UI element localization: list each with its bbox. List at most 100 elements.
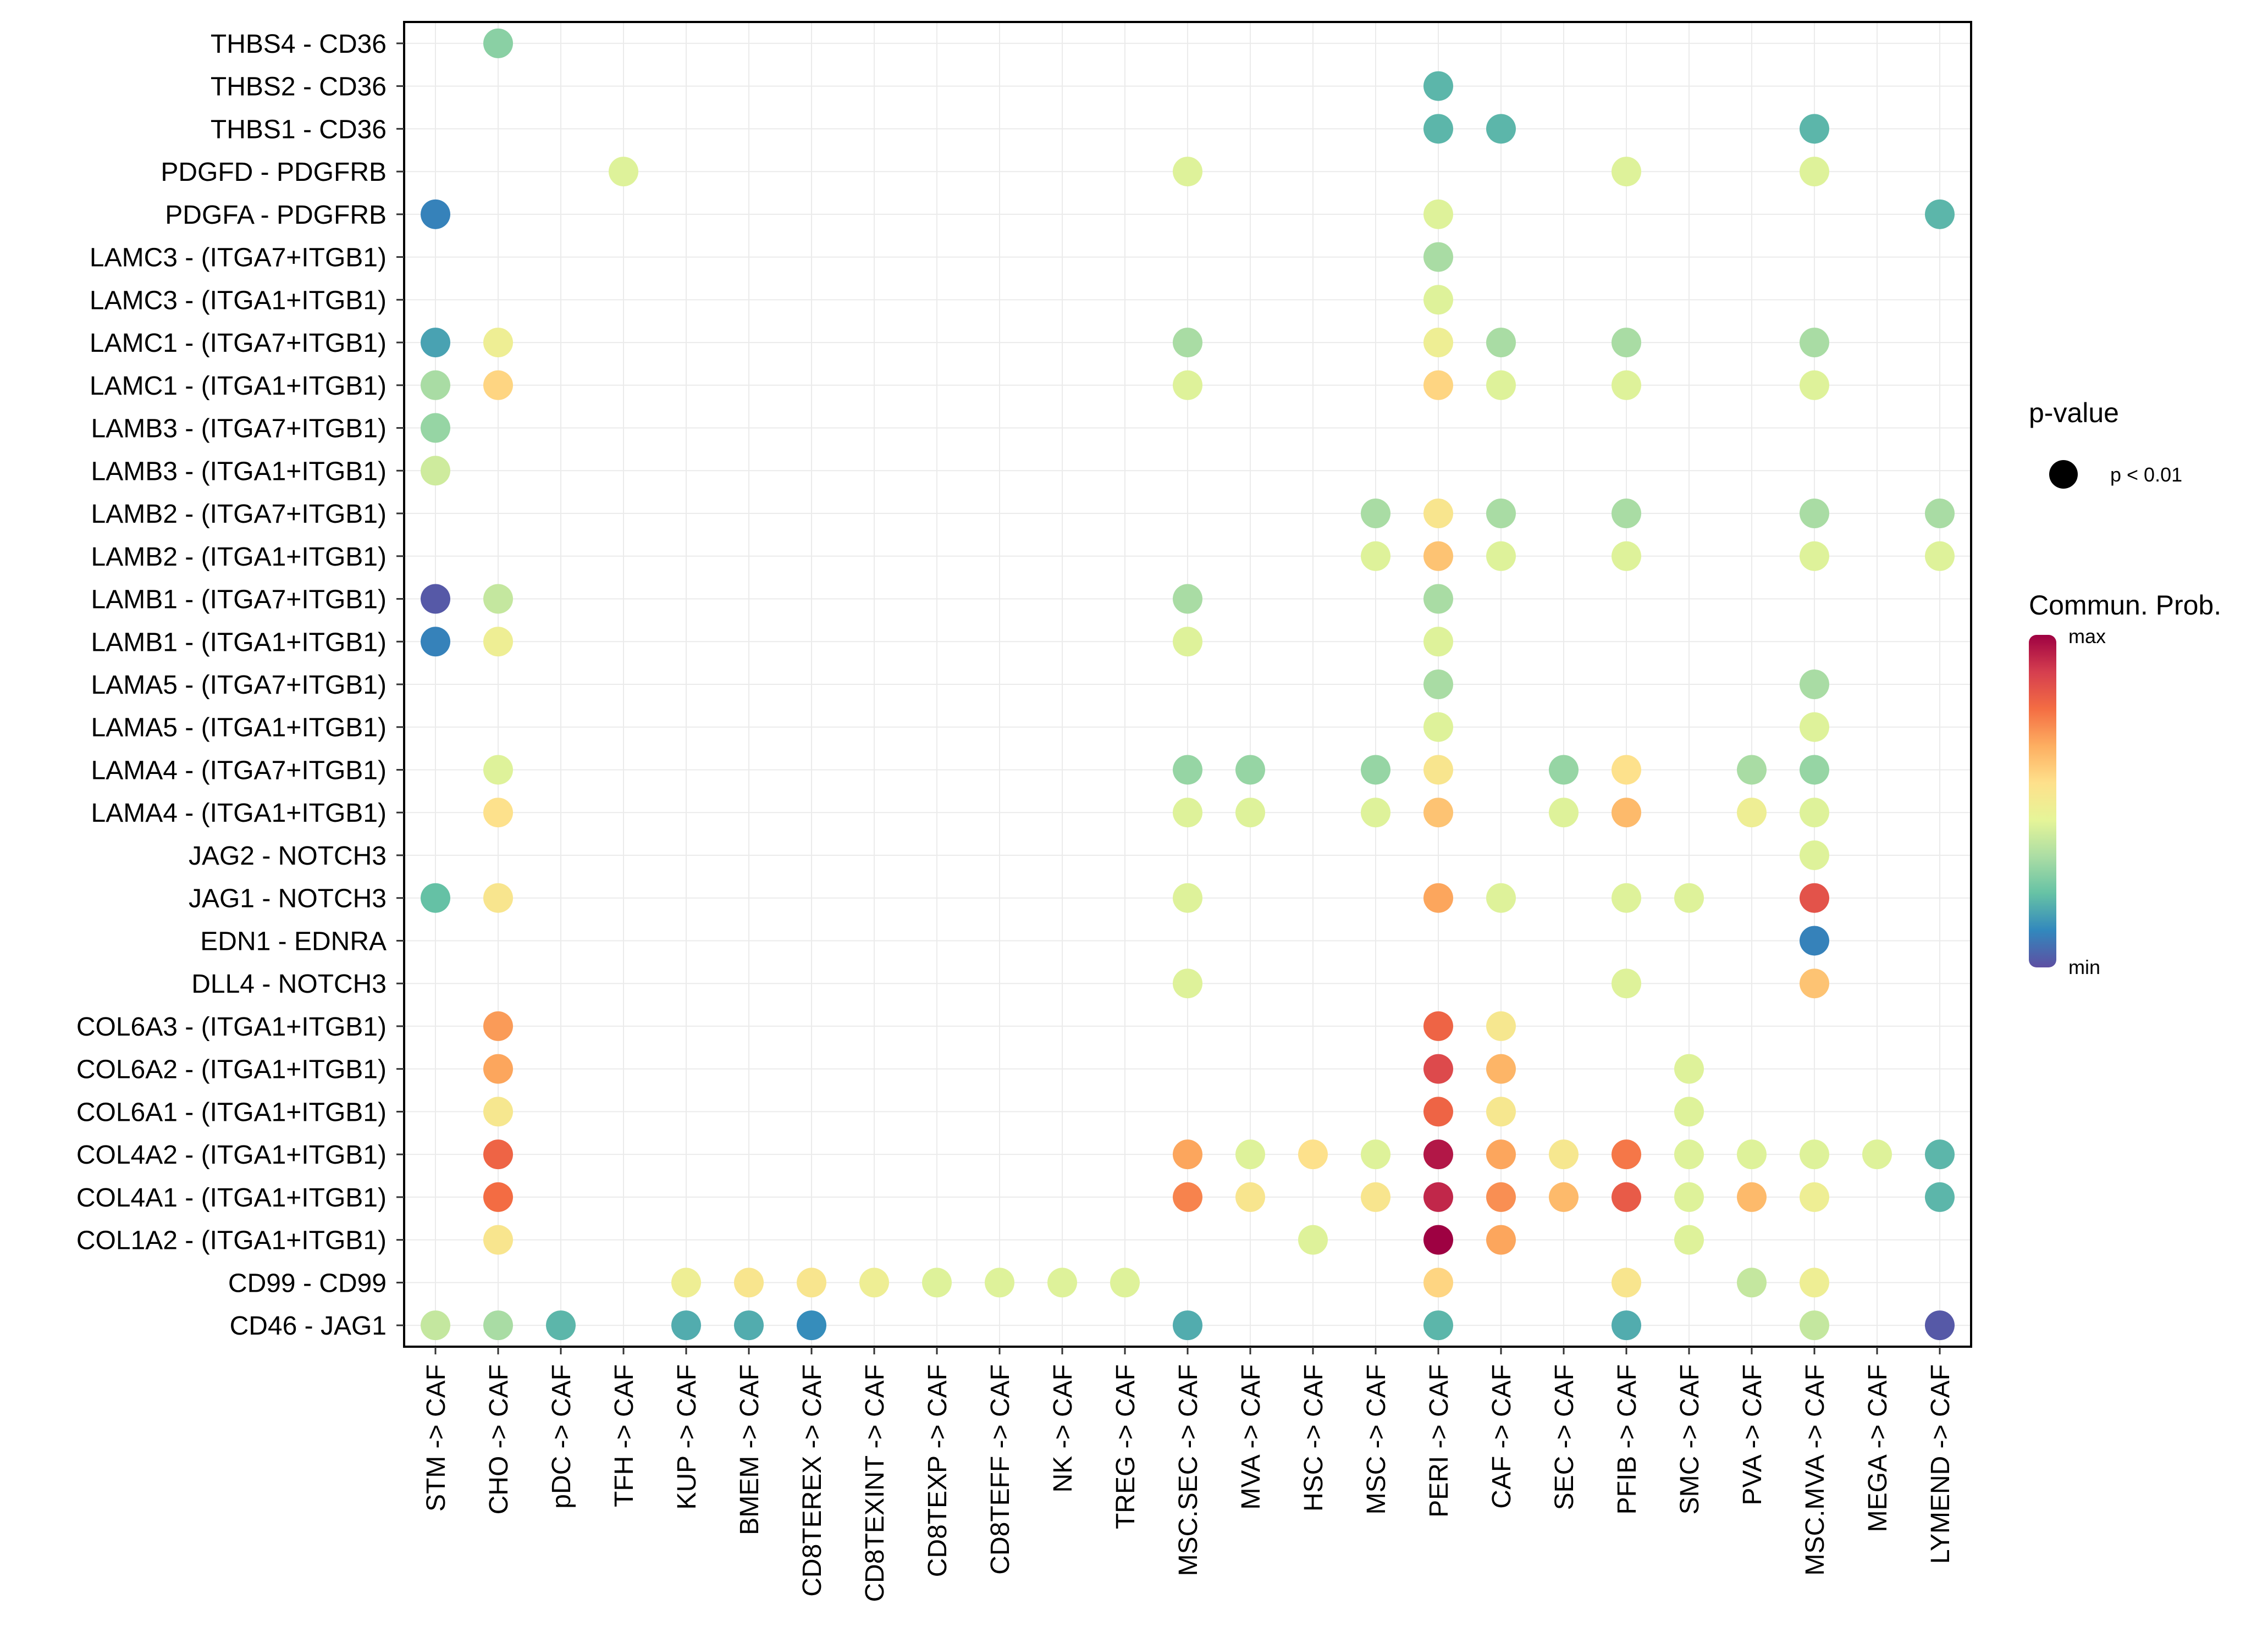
pvalue-legend-dot: [2049, 460, 2078, 489]
y-tick-label: PDGFD - PDGFRB: [161, 158, 387, 187]
y-tick-label: CD46 - JAG1: [230, 1312, 387, 1341]
dot-marker: [1737, 1268, 1767, 1298]
dot-marker: [1800, 1182, 1829, 1212]
dot-marker: [1800, 114, 1829, 144]
dot-marker: [1737, 798, 1767, 828]
dot-marker: [1486, 1097, 1516, 1127]
x-tick-label: pDC -> CAF: [547, 1364, 576, 1509]
dot-marker: [1674, 1139, 1704, 1170]
y-tick-label: COL1A2 - (ITGA1+ITGB1): [76, 1226, 387, 1255]
dot-marker: [1925, 1182, 1955, 1212]
dot-marker: [1173, 798, 1202, 828]
dot-marker: [483, 1011, 513, 1041]
dot-marker: [1800, 1310, 1829, 1341]
y-tick-label: PDGFA - PDGFRB: [165, 201, 387, 230]
dot-marker: [1800, 712, 1829, 742]
dot-marker: [1862, 1139, 1892, 1170]
x-tick-label: NK -> CAF: [1049, 1364, 1078, 1492]
dot-marker: [859, 1268, 889, 1298]
dot-marker: [1423, 370, 1453, 400]
dot-marker: [1549, 755, 1579, 785]
y-tick-label: LAMB3 - (ITGA1+ITGB1): [91, 457, 387, 486]
y-tick-label: COL6A1 - (ITGA1+ITGB1): [76, 1098, 387, 1127]
y-tick-label: DLL4 - NOTCH3: [191, 970, 387, 999]
dot-marker: [1549, 1182, 1579, 1212]
y-tick-label: THBS2 - CD36: [211, 73, 387, 102]
dot-marker: [483, 1139, 513, 1170]
dot-marker: [1361, 1139, 1390, 1170]
dot-marker: [1549, 798, 1579, 828]
dot-marker: [1423, 199, 1453, 229]
dot-marker: [1110, 1268, 1140, 1298]
dot-marker: [797, 1268, 826, 1298]
dot-marker: [483, 1310, 513, 1341]
dot-marker: [1800, 1268, 1829, 1298]
dot-marker: [483, 627, 513, 657]
dot-marker: [1800, 1139, 1829, 1170]
dot-marker: [1423, 627, 1453, 657]
y-tick-label: LAMC3 - (ITGA1+ITGB1): [90, 286, 387, 315]
x-tick-label: PFIB -> CAF: [1613, 1364, 1642, 1514]
dot-marker: [609, 157, 638, 187]
dot-marker: [1423, 883, 1453, 913]
x-tick-label: STM -> CAF: [422, 1364, 451, 1512]
dot-marker: [1800, 798, 1829, 828]
dot-marker: [1423, 114, 1453, 144]
dot-marker: [1486, 1139, 1516, 1170]
dot-marker: [1423, 584, 1453, 614]
dot-marker: [1423, 541, 1453, 571]
legend: p-value p < 0.01 Commun. Prob. max min: [2029, 397, 2221, 978]
dot-marker: [1925, 1310, 1955, 1341]
dot-marker: [1674, 1182, 1704, 1212]
x-tick-label: SEC -> CAF: [1550, 1364, 1579, 1510]
dot-marker: [483, 883, 513, 913]
y-tick-label: JAG2 - NOTCH3: [189, 842, 387, 871]
dot-marker: [1423, 798, 1453, 828]
dot-marker: [1486, 1054, 1516, 1084]
dot-marker: [1235, 798, 1265, 828]
y-tick-label: JAG1 - NOTCH3: [189, 884, 387, 914]
dot-marker: [1674, 1097, 1704, 1127]
y-tick-label: COL6A3 - (ITGA1+ITGB1): [76, 1012, 387, 1042]
dot-marker: [483, 1054, 513, 1084]
x-tick-label: BMEM -> CAF: [735, 1364, 764, 1535]
dot-marker: [483, 1182, 513, 1212]
y-tick-label: LAMA4 - (ITGA1+ITGB1): [91, 799, 387, 828]
x-tick-label: MSC.SEC -> CAF: [1174, 1364, 1203, 1576]
dot-marker: [1173, 370, 1202, 400]
dot-marker: [922, 1268, 952, 1298]
dot-marker: [1423, 755, 1453, 785]
x-tick-label: SMC -> CAF: [1675, 1364, 1704, 1514]
dot-marker: [1612, 1139, 1641, 1170]
dot-marker: [1235, 755, 1265, 785]
dot-marker: [1612, 1268, 1641, 1298]
y-tick-label: COL4A1 - (ITGA1+ITGB1): [76, 1183, 387, 1213]
dot-marker: [1173, 584, 1202, 614]
x-tick-label: PVA -> CAF: [1738, 1364, 1767, 1506]
colorbar-max-label: max: [2068, 625, 2106, 648]
dot-marker: [421, 413, 450, 443]
dot-marker: [546, 1310, 576, 1341]
dot-marker: [483, 370, 513, 400]
dot-marker: [1423, 285, 1453, 315]
dot-marker: [1361, 541, 1390, 571]
x-tick-label: CD8TEFF -> CAF: [986, 1364, 1015, 1575]
dot-marker: [421, 584, 450, 614]
dot-marker: [483, 328, 513, 358]
dot-marker: [1173, 328, 1202, 358]
dot-marker: [421, 1310, 450, 1341]
dot-marker: [1423, 1225, 1453, 1255]
dot-marker: [1173, 969, 1202, 999]
dot-marker: [483, 28, 513, 58]
pvalue-legend-title: p-value: [2029, 397, 2119, 428]
y-tick-label: LAMB2 - (ITGA1+ITGB1): [91, 543, 387, 572]
dot-marker: [1612, 370, 1641, 400]
dot-marker: [1925, 541, 1955, 571]
dot-marker: [1173, 1139, 1202, 1170]
dot-marker: [1800, 157, 1829, 187]
dot-marker: [1800, 328, 1829, 358]
x-tick-label: CHO -> CAF: [484, 1364, 514, 1514]
dot-marker: [1486, 1225, 1516, 1255]
